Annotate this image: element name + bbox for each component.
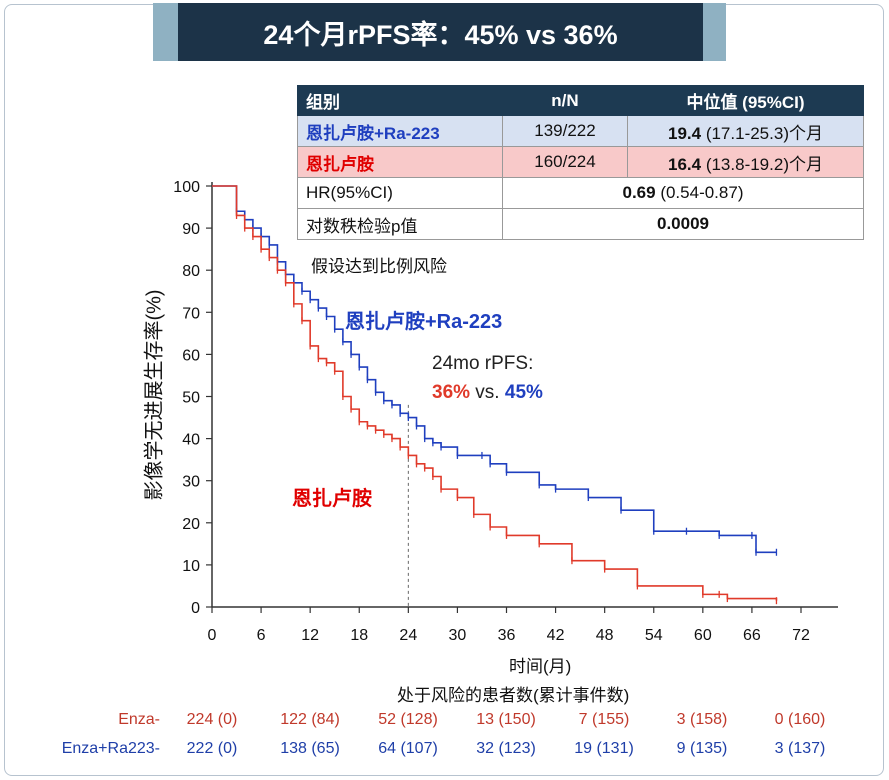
- n-over-n: 160/224: [502, 146, 628, 178]
- logrank-value: 0.0009: [502, 208, 864, 240]
- risk-cell: 64 (107): [378, 740, 438, 757]
- col-median: 中位值 (95%CI): [627, 85, 864, 116]
- summary-table-header: 组别 n/N 中位值 (95%CI): [297, 85, 864, 116]
- group-name: 恩扎卢胺+Ra-223: [297, 115, 503, 147]
- x-tick-label: 72: [792, 627, 810, 644]
- median-cell: 19.4 (17.1-25.3)个月: [627, 115, 864, 147]
- risk-cell: 3 (158): [676, 711, 728, 728]
- risk-cell: 138 (65): [280, 740, 340, 757]
- x-tick-label: 6: [257, 627, 266, 644]
- median-cell: 16.4 (13.8-19.2)个月: [627, 146, 864, 178]
- risk-row-label: Enza+Ra223-: [61, 740, 160, 757]
- summary-table: 组别 n/N 中位值 (95%CI) 恩扎卢胺+Ra-223 139/222 1…: [297, 85, 864, 240]
- x-tick-label: 54: [645, 627, 663, 644]
- col-group: 组别: [297, 85, 503, 116]
- annotation-enza-value: 36%: [432, 382, 470, 403]
- annotation-values: 36% vs. 45%: [432, 382, 543, 403]
- median-ci: (13.8-19.2)个月: [701, 154, 823, 174]
- risk-cell: 32 (123): [476, 740, 536, 757]
- y-tick-label: 10: [182, 558, 200, 575]
- logrank-label: 对数秩检验p值: [297, 208, 503, 240]
- x-tick-label: 30: [449, 627, 467, 644]
- chart-axes: 0 10 20 30 40 50 60 70 80 90 100 0 6 12 18 24 30 36 42 48 54…: [173, 179, 838, 644]
- hr-ci: (0.54-0.87): [655, 183, 744, 202]
- median-ci: (17.1-25.3)个月: [701, 123, 823, 143]
- risk-cell: 224 (0): [186, 711, 238, 728]
- slide-title: 24个月rPFS率：45% vs 36%: [178, 3, 703, 61]
- annotation-combo-value: 45%: [505, 382, 543, 403]
- series-label-combo: 恩扎卢胺+Ra-223: [345, 309, 502, 333]
- annotation-title: 24mo rPFS:: [432, 353, 533, 374]
- y-tick-label: 50: [182, 390, 200, 407]
- x-tick-label: 18: [350, 627, 368, 644]
- km-curve-enza: [212, 185, 778, 601]
- series-label-enza: 恩扎卢胺: [292, 486, 372, 510]
- table-row-enza: 恩扎卢胺 160/224 16.4 (13.8-19.2)个月: [297, 146, 864, 178]
- x-axis-label: 时间(月): [509, 657, 572, 676]
- chart-curves: [212, 185, 778, 605]
- y-tick-label: 70: [182, 305, 200, 322]
- annotation-vs: vs.: [470, 382, 505, 403]
- y-tick-label: 40: [182, 432, 200, 449]
- y-tick-label: 90: [182, 221, 200, 238]
- y-tick-label: 30: [182, 474, 200, 491]
- median-value: 19.4: [668, 123, 702, 143]
- proportional-hazards-note: 假设达到比例风险: [311, 257, 447, 276]
- risk-row-label: Enza-: [118, 711, 160, 728]
- risk-cell: 52 (128): [378, 711, 438, 728]
- risk-cell: 0 (160): [774, 711, 826, 728]
- risk-cell: 122 (84): [280, 711, 340, 728]
- risk-cell: 13 (150): [476, 711, 536, 728]
- y-axis-label: 影像学无进展生存率(%): [143, 289, 166, 501]
- hr-value: 0.69: [622, 183, 656, 202]
- risk-cell: 222 (0): [186, 740, 238, 757]
- x-tick-label: 60: [694, 627, 712, 644]
- x-tick-label: 24: [399, 627, 417, 644]
- y-tick-label: 60: [182, 347, 200, 364]
- y-tick-label: 100: [173, 179, 200, 196]
- table-row-combo: 恩扎卢胺+Ra-223 139/222 19.4 (17.1-25.3)个月: [297, 115, 864, 147]
- n-over-n: 139/222: [502, 115, 628, 147]
- table-row-logrank: 对数秩检验p值 0.0009: [297, 208, 864, 240]
- x-tick-label: 48: [596, 627, 614, 644]
- x-tick-label: 0: [208, 627, 217, 644]
- x-tick-label: 12: [301, 627, 319, 644]
- median-value: 16.4: [668, 154, 702, 174]
- hr-label: HR(95%CI): [297, 177, 503, 209]
- y-tick-label: 80: [182, 263, 200, 280]
- y-tick-label: 20: [182, 516, 200, 533]
- risk-cell: 19 (131): [574, 740, 634, 757]
- x-tick-label: 66: [743, 627, 761, 644]
- x-tick-label: 36: [498, 627, 516, 644]
- risk-cell: 7 (155): [578, 711, 630, 728]
- x-tick-label: 42: [547, 627, 565, 644]
- group-name: 恩扎卢胺: [297, 146, 503, 178]
- risk-cell: 3 (137): [774, 740, 826, 757]
- risk-cell: 9 (135): [676, 740, 728, 757]
- y-tick-label: 0: [191, 600, 200, 617]
- risk-table-title: 处于风险的患者数(累计事件数): [397, 686, 630, 705]
